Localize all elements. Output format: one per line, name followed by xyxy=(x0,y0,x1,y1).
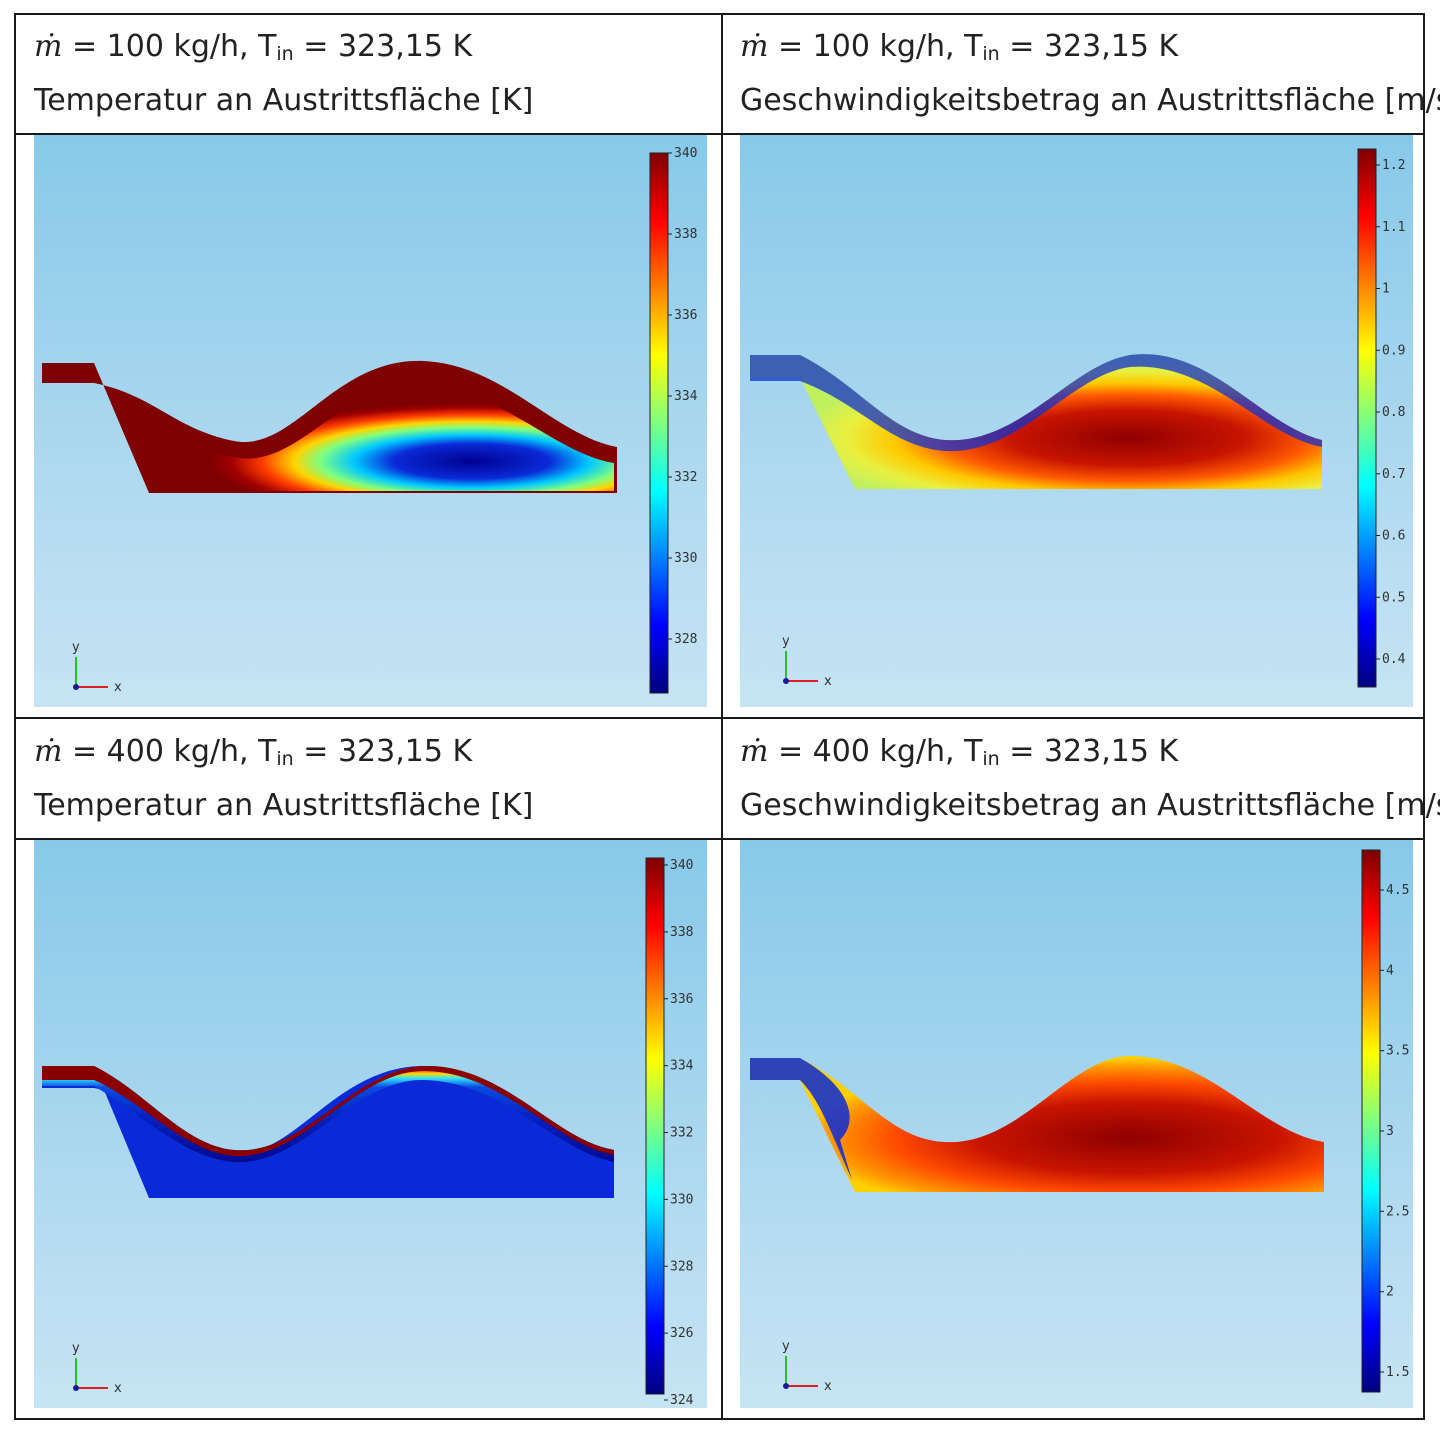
colorbar-tick-label: 332 xyxy=(674,470,697,485)
colorbar-tick-label: 340 xyxy=(670,858,693,873)
boundary-layer xyxy=(750,354,1322,452)
table-divider xyxy=(16,717,1423,719)
flow-domain xyxy=(750,354,1322,489)
flow-domain-core xyxy=(139,384,614,491)
axis-label-x: x xyxy=(824,674,832,689)
temperature-contour-svg: 340 338 336 334 332 330 328 326 324 y x xyxy=(42,857,694,1408)
thermal-boundary-layer-hot xyxy=(42,1065,614,1157)
axis-label-x: x xyxy=(114,1381,122,1396)
colorbar-tick-label: 4.5 xyxy=(1386,883,1409,898)
colorbar-tick-label: 1.5 xyxy=(1386,1365,1409,1380)
colorbar-tick-label: 338 xyxy=(674,227,697,242)
temperature-field-plot-400: 340 338 336 334 332 330 328 326 324 y x xyxy=(34,840,707,1408)
table-divider xyxy=(16,133,1423,135)
axis-label-y: y xyxy=(72,640,80,655)
colorbar-tick-label: 0.4 xyxy=(1382,652,1406,667)
colorbar xyxy=(1357,148,1377,688)
colorbar-tick-label: 340 xyxy=(674,146,697,161)
colorbar-tick-label: 3 xyxy=(1386,1124,1394,1139)
axis-label-y: y xyxy=(782,634,790,649)
colorbar-tick-label: 334 xyxy=(674,389,698,404)
colorbar-tick-label: 330 xyxy=(670,1192,693,1207)
velocity-contour-svg: 4.5 4 3.5 3 2.5 2 1.5 y x xyxy=(750,849,1409,1394)
colorbar-tick-label: 1.1 xyxy=(1382,220,1405,235)
colorbar-ticks: 1.2 1.1 1 0.9 0.8 0.7 0.6 0.5 0.4 xyxy=(1376,158,1406,667)
boundary-layer xyxy=(750,1058,852,1180)
panel-title: Geschwindigkeitsbetrag an Austrittsfläch… xyxy=(740,788,1440,823)
colorbar-tick-label: 3.5 xyxy=(1386,1044,1409,1059)
panel-title: Geschwindigkeitsbetrag an Austrittsfläch… xyxy=(740,83,1440,118)
flow-domain xyxy=(750,1056,1324,1192)
colorbar xyxy=(1361,849,1381,1393)
table-divider-vertical xyxy=(721,15,723,1418)
velocity-field-plot-100: 1.2 1.1 1 0.9 0.8 0.7 0.6 0.5 0.4 y x xyxy=(740,135,1413,707)
colorbar-ticks: 340 338 336 334 332 330 328 xyxy=(668,146,698,647)
colorbar-tick-label: 1 xyxy=(1382,282,1390,297)
temperature-contour-svg: 340 338 336 334 332 330 328 y x xyxy=(42,146,698,695)
colorbar-tick-label: 0.7 xyxy=(1382,467,1405,482)
colorbar-tick-label: 328 xyxy=(674,632,697,647)
colorbar-tick-label: 4 xyxy=(1386,963,1394,978)
table-divider xyxy=(16,838,1423,840)
colorbar-tick-label: 334 xyxy=(670,1059,694,1074)
axis-label-x: x xyxy=(824,1379,832,1394)
colorbar-tick-label: 326 xyxy=(670,1326,693,1341)
colorbar-tick-label: 0.6 xyxy=(1382,529,1405,544)
colorbar-tick-label: 338 xyxy=(670,925,693,940)
axis-label-x: x xyxy=(114,680,122,695)
colorbar-tick-label: 332 xyxy=(670,1126,693,1141)
colorbar-tick-label: 0.8 xyxy=(1382,405,1405,420)
axis-label-y: y xyxy=(72,1341,80,1356)
colorbar-tick-label: 0.5 xyxy=(1382,590,1405,605)
colorbar-tick-label: 330 xyxy=(674,551,697,566)
panel-title: Temperatur an Austrittsfläche [K] xyxy=(34,788,534,823)
axis-triad: y x xyxy=(72,640,122,695)
flow-domain xyxy=(42,1066,614,1198)
colorbar-tick-label: 324 xyxy=(670,1393,694,1408)
temperature-field-plot-100: 340 338 336 334 332 330 328 y x xyxy=(34,135,707,707)
velocity-contour-svg: 1.2 1.1 1 0.9 0.8 0.7 0.6 0.5 0.4 y x xyxy=(750,148,1406,689)
figure-table: ṁ = 100 kg/h, Tin = 323,15 K Temperatur … xyxy=(14,13,1440,1420)
colorbar xyxy=(649,152,669,694)
panel-title: Temperatur an Austrittsfläche [K] xyxy=(34,83,534,118)
velocity-field-plot-400: 4.5 4 3.5 3 2.5 2 1.5 y x xyxy=(740,840,1413,1408)
axis-triad: y x xyxy=(782,1339,832,1394)
axis-triad: y x xyxy=(72,1341,122,1396)
colorbar-ticks: 340 338 336 334 332 330 328 326 324 xyxy=(664,858,694,1408)
axis-label-y: y xyxy=(782,1339,790,1354)
colorbar xyxy=(645,857,665,1395)
colorbar-tick-label: 336 xyxy=(670,992,693,1007)
colorbar-tick-label: 336 xyxy=(674,308,697,323)
colorbar-tick-label: 0.9 xyxy=(1382,343,1405,358)
colorbar-ticks: 4.5 4 3.5 3 2.5 2 1.5 xyxy=(1380,883,1409,1380)
colorbar-tick-label: 2.5 xyxy=(1386,1204,1409,1219)
axis-triad: y x xyxy=(782,634,832,689)
colorbar-tick-label: 328 xyxy=(670,1259,693,1274)
colorbar-tick-label: 1.2 xyxy=(1382,158,1405,173)
colorbar-tick-label: 2 xyxy=(1386,1285,1394,1300)
